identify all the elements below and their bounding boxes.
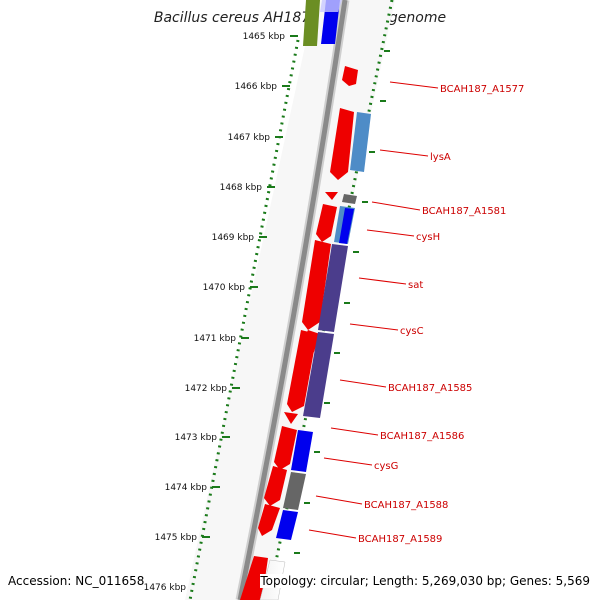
gene-label: cysH (416, 232, 440, 243)
feature-blue (350, 112, 371, 172)
cds-arrow (287, 330, 317, 412)
tick-label: 1467 kbp (228, 133, 271, 143)
cds-arrow (316, 204, 337, 242)
tick-label: 1474 kbp (165, 483, 208, 493)
tick-label: 1476 kbp (144, 583, 187, 593)
accession-label: Accession: NC_011658 (8, 574, 145, 588)
cds-arrow (258, 504, 280, 536)
tick-label: 1472 kbp (185, 384, 228, 394)
gene-label: BCAH187_A1581 (422, 206, 506, 217)
cds-arrow (240, 556, 268, 600)
gene-label: BCAH187_A1586 (380, 431, 464, 442)
cds-arrow (330, 108, 354, 180)
cds-arrow (274, 426, 297, 470)
gene-label: BCAH187_A1585 (388, 383, 472, 394)
tick-label: 1473 kbp (175, 433, 218, 443)
gene-label: cysC (400, 326, 424, 337)
feature-gray (283, 472, 306, 510)
cds-arrow (325, 192, 338, 200)
gene-label: BCAH187_A1589 (358, 534, 442, 545)
feature-gray (342, 194, 357, 204)
gene-label: BCAH187_A1577 (440, 84, 524, 95)
feature-purple (318, 244, 348, 332)
tick-label: 1465 kbp (243, 32, 286, 42)
feature-purple (303, 332, 334, 418)
tick-label: 1471 kbp (194, 334, 237, 344)
cds-arrow (342, 66, 358, 86)
gene-label: sat (408, 280, 423, 291)
tick-marks (202, 35, 390, 554)
feature-blue-dark (276, 510, 298, 540)
tick-label: 1466 kbp (235, 82, 278, 92)
tick-label: 1475 kbp (155, 533, 198, 543)
gene-label: BCAH187_A1588 (364, 500, 448, 511)
feature-blue-top-fade (320, 0, 342, 12)
gene-label: lysA (430, 152, 451, 163)
cds-arrow (302, 240, 331, 330)
gene-label: cysG (374, 461, 398, 472)
label-leaders (308, 81, 439, 539)
backbone (237, 0, 348, 600)
cds-arrow (284, 412, 298, 424)
tick-label: 1468 kbp (220, 183, 263, 193)
tick-label: 1470 kbp (203, 283, 246, 293)
feature-blue-dark (339, 208, 354, 244)
feature-green (303, 0, 320, 46)
tick-label: 1469 kbp (212, 233, 255, 243)
feature-blue-dark (291, 430, 313, 472)
cds-arrow (264, 466, 287, 506)
topology-label: Topology: circular; Length: 5,269,030 bp… (260, 574, 590, 588)
